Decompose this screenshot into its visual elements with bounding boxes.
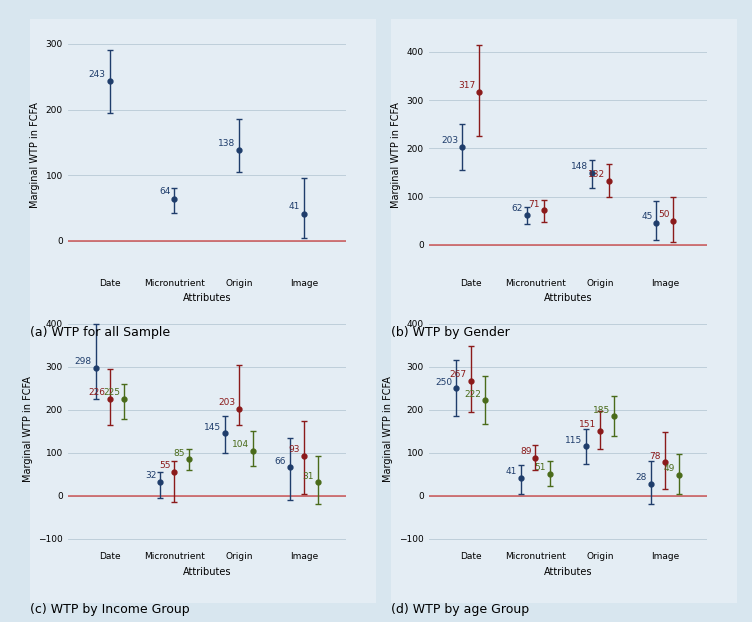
Text: 50: 50 — [658, 210, 669, 219]
Text: 104: 104 — [232, 440, 250, 449]
Text: 78: 78 — [650, 452, 661, 460]
Text: 203: 203 — [441, 136, 459, 145]
X-axis label: Attributes: Attributes — [544, 567, 592, 577]
Text: 250: 250 — [435, 378, 453, 387]
X-axis label: Attributes: Attributes — [183, 293, 231, 303]
Text: 32: 32 — [145, 471, 156, 480]
Text: 298: 298 — [74, 357, 92, 366]
Text: 115: 115 — [565, 435, 582, 445]
X-axis label: Attributes: Attributes — [183, 567, 231, 577]
Text: 226: 226 — [89, 388, 106, 397]
Y-axis label: Marginal WTP in FCFA: Marginal WTP in FCFA — [384, 376, 393, 482]
Text: 185: 185 — [593, 406, 611, 415]
Text: 222: 222 — [464, 389, 481, 399]
Text: 49: 49 — [664, 464, 675, 473]
Text: 138: 138 — [218, 139, 235, 147]
Text: 55: 55 — [159, 462, 171, 470]
Text: 41: 41 — [289, 202, 300, 211]
Text: 45: 45 — [641, 212, 653, 221]
Text: 85: 85 — [173, 448, 185, 458]
Text: 225: 225 — [103, 388, 120, 397]
Text: 148: 148 — [571, 162, 588, 172]
Text: 93: 93 — [289, 445, 300, 454]
Text: 243: 243 — [89, 70, 106, 78]
Text: 151: 151 — [579, 420, 596, 429]
Text: 51: 51 — [534, 463, 546, 472]
Text: 41: 41 — [506, 468, 517, 476]
Text: 28: 28 — [635, 473, 647, 482]
Text: 66: 66 — [274, 457, 286, 466]
Text: (d) WTP by age Group: (d) WTP by age Group — [391, 603, 529, 616]
Text: 71: 71 — [529, 200, 540, 208]
Text: 317: 317 — [458, 81, 475, 90]
Text: (a) WTP for all Sample: (a) WTP for all Sample — [30, 326, 170, 339]
Y-axis label: Marginal WTP in FCFA: Marginal WTP in FCFA — [30, 103, 40, 208]
Y-axis label: Marginal WTP in FCFA: Marginal WTP in FCFA — [391, 103, 401, 208]
Legend: Male, Female: Male, Female — [475, 345, 587, 363]
Text: 64: 64 — [159, 187, 171, 196]
X-axis label: Attributes: Attributes — [544, 293, 592, 303]
Text: (b) WTP by Gender: (b) WTP by Gender — [391, 326, 510, 339]
Text: 31: 31 — [303, 471, 314, 481]
Text: (c) WTP by Income Group: (c) WTP by Income Group — [30, 603, 190, 616]
Text: 203: 203 — [218, 398, 235, 407]
Text: 145: 145 — [204, 423, 221, 432]
Text: 132: 132 — [587, 170, 605, 179]
Text: 62: 62 — [512, 204, 523, 213]
Y-axis label: Marginal WTP in FCFA: Marginal WTP in FCFA — [23, 376, 32, 482]
Text: 267: 267 — [450, 370, 467, 379]
Text: 89: 89 — [520, 447, 532, 456]
